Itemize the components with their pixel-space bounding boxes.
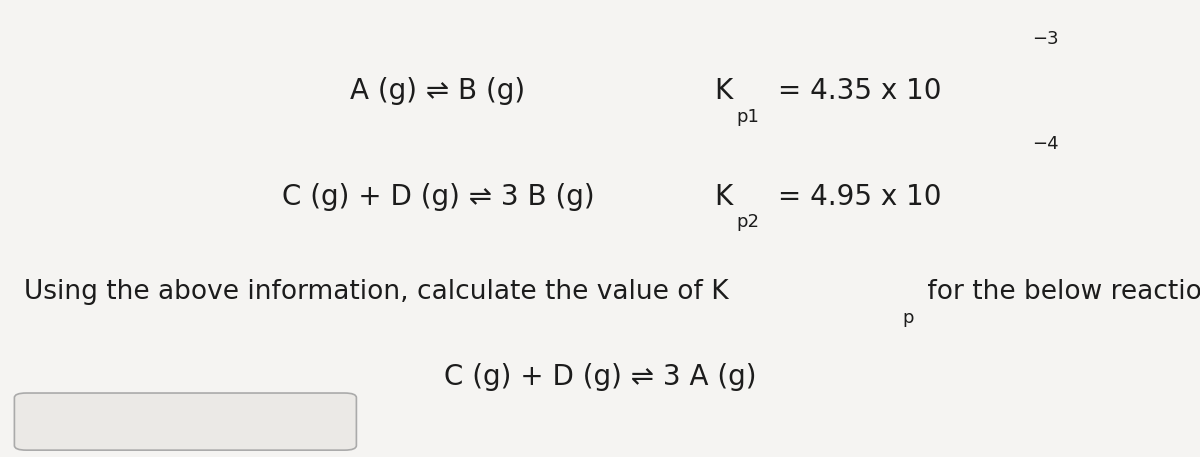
FancyBboxPatch shape — [14, 393, 356, 450]
Text: C (g) + D (g) ⇌ 3 B (g): C (g) + D (g) ⇌ 3 B (g) — [282, 182, 594, 211]
Text: K: K — [714, 77, 732, 106]
Text: K: K — [714, 182, 732, 211]
Text: p: p — [902, 308, 914, 327]
Text: C (g) + D (g) ⇌ 3 A (g): C (g) + D (g) ⇌ 3 A (g) — [444, 363, 756, 391]
Text: for the below reaction:: for the below reaction: — [919, 280, 1200, 305]
Text: p1: p1 — [737, 107, 760, 126]
Text: Using the above information, calculate the value of K: Using the above information, calculate t… — [24, 280, 728, 305]
Text: A (g) ⇌ B (g): A (g) ⇌ B (g) — [350, 77, 526, 106]
Text: = 4.95 x 10: = 4.95 x 10 — [769, 182, 942, 211]
Text: −4: −4 — [1032, 135, 1058, 153]
Text: p2: p2 — [737, 213, 760, 231]
Text: −3: −3 — [1032, 30, 1058, 48]
Text: = 4.35 x 10: = 4.35 x 10 — [769, 77, 942, 106]
